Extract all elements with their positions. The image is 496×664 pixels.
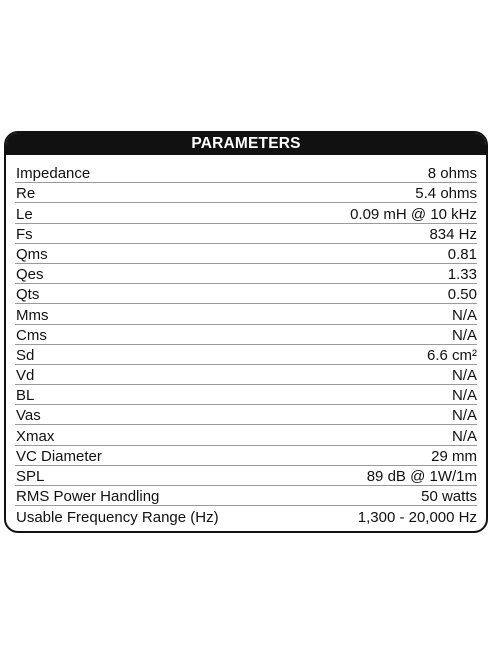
- row-value: N/A: [451, 306, 477, 324]
- row-value: 1.33: [447, 266, 477, 284]
- row-value: 1,300 - 20,000 Hz: [357, 509, 477, 527]
- table-row-qms: Qms 0.81: [15, 244, 477, 264]
- table-row-bl: BL N/A: [15, 385, 477, 406]
- table-row-cms: Cms N/A: [15, 325, 477, 345]
- row-label: Fs: [16, 225, 33, 243]
- row-value: 6.6 cm²: [426, 346, 477, 364]
- row-label: Qms: [16, 245, 48, 263]
- row-label: Sd: [16, 346, 35, 364]
- row-label: Le: [16, 205, 33, 223]
- table-row-usable-frequency-range: Usable Frequency Range (Hz) 1,300 - 20,0…: [15, 506, 477, 526]
- row-value: 89 dB @ 1W/1m: [366, 468, 477, 485]
- table-row-sd: Sd 6.6 cm²: [15, 345, 477, 365]
- row-label: Qes: [16, 266, 44, 284]
- row-value: 0.50: [447, 286, 477, 304]
- row-value: N/A: [451, 387, 477, 405]
- row-label: Usable Frequency Range (Hz): [16, 509, 219, 527]
- table-row-re: Re 5.4 ohms: [15, 183, 477, 204]
- table-row-spl: SPL 89 dB @ 1W/1m: [15, 466, 477, 486]
- row-value: 0.81: [447, 245, 477, 263]
- row-label: Mms: [16, 306, 49, 324]
- row-value: N/A: [451, 367, 477, 385]
- row-value: 8 ohms: [427, 165, 477, 183]
- row-label: Qts: [16, 286, 40, 304]
- table-row-vd: Vd N/A: [15, 365, 477, 386]
- row-label: Cms: [16, 326, 47, 344]
- row-value: 29 mm: [431, 447, 477, 465]
- table-row-rms-power-handling: RMS Power Handling 50 watts: [15, 486, 477, 507]
- table-row-vas: Vas N/A: [15, 405, 477, 426]
- table-row-impedance: Impedance 8 ohms: [15, 163, 477, 184]
- table-header: PARAMETERS: [6, 133, 486, 155]
- row-label: Re: [16, 185, 36, 203]
- row-label: Impedance: [16, 165, 91, 183]
- row-label: VC Diameter: [16, 447, 102, 465]
- row-label: Vas: [16, 407, 41, 425]
- row-label: Vd: [16, 367, 35, 385]
- parameters-table: PARAMETERS Impedance 8 ohms Re 5.4 ohms …: [4, 131, 488, 533]
- row-value: 0.09 mH @ 10 kHz: [350, 205, 477, 223]
- table-row-qts: Qts 0.50: [15, 284, 477, 305]
- row-value: 50 watts: [421, 488, 477, 506]
- table-row-le: Le 0.09 mH @ 10 kHz: [15, 203, 477, 224]
- row-label: BL: [16, 387, 35, 405]
- row-value: N/A: [451, 326, 477, 344]
- table-row-mms: Mms N/A: [15, 304, 477, 325]
- row-value: 5.4 ohms: [415, 185, 477, 203]
- row-label: SPL: [16, 468, 45, 485]
- row-value: N/A: [451, 427, 477, 445]
- row-label: Xmax: [16, 427, 55, 445]
- table-row-xmax: Xmax N/A: [15, 425, 477, 446]
- row-value: N/A: [451, 407, 477, 425]
- table-row-vc-diameter: VC Diameter 29 mm: [15, 446, 477, 466]
- row-value: 834 Hz: [429, 225, 477, 243]
- table-row-fs: Fs 834 Hz: [15, 224, 477, 244]
- row-label: RMS Power Handling: [16, 488, 160, 506]
- table-body: Impedance 8 ohms Re 5.4 ohms Le 0.09 mH …: [15, 163, 477, 526]
- table-row-qes: Qes 1.33: [15, 264, 477, 285]
